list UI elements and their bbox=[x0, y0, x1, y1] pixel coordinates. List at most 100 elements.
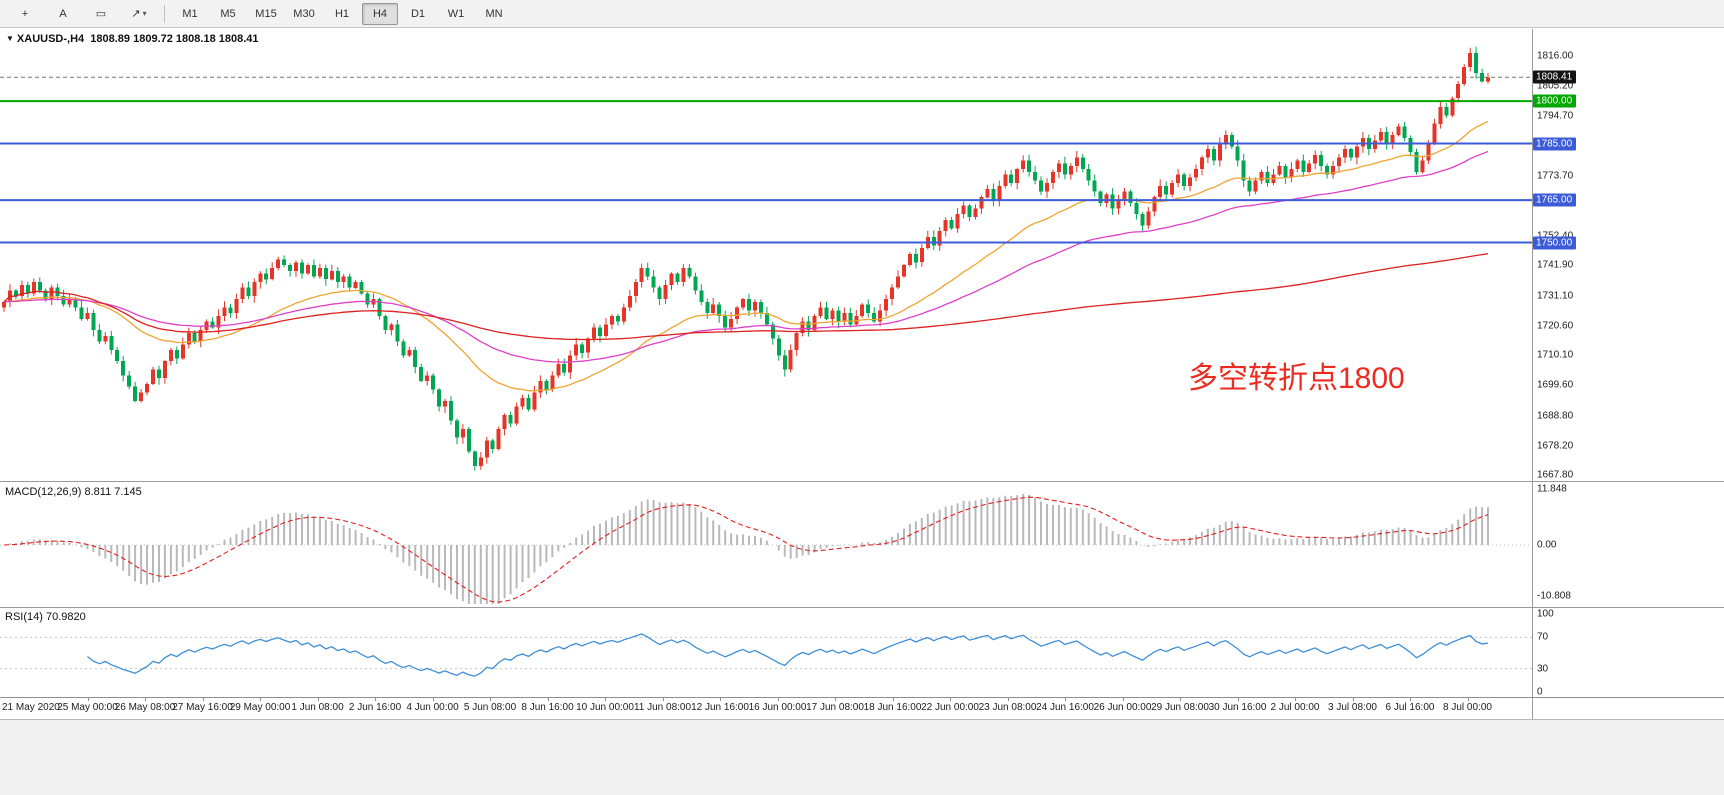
crosshair-tool-button[interactable]: + bbox=[21, 7, 29, 20]
timeframe-button-h1[interactable]: H1 bbox=[334, 7, 350, 20]
timeframe-button-m30[interactable]: M30 bbox=[293, 7, 315, 20]
macd-axis-tick: -10.808 bbox=[1537, 590, 1571, 602]
rsi-axis-tick: 30 bbox=[1537, 663, 1549, 675]
rsi-line bbox=[87, 633, 1489, 677]
arrows-tool-button[interactable]: ↗ ▾ bbox=[131, 8, 147, 20]
pane-separator-rsi[interactable] bbox=[0, 607, 1724, 608]
time-axis-label: 30 Jun 16:00 bbox=[1208, 702, 1267, 713]
text-tool-button[interactable]: A bbox=[59, 7, 67, 20]
chart-annotation[interactable]: 多空转折点1800 bbox=[1188, 362, 1405, 395]
time-axis-tick bbox=[662, 697, 664, 701]
candles-layer bbox=[2, 46, 1490, 471]
time-axis-tick bbox=[202, 697, 204, 701]
time-axis-tick bbox=[432, 697, 434, 701]
price-badge-1800.00: 1800.00 bbox=[1533, 94, 1577, 108]
price-axis-tick: 1794.70 bbox=[1537, 110, 1574, 122]
time-axis-tick bbox=[145, 697, 146, 701]
time-axis-tick bbox=[777, 697, 779, 701]
time-axis-label: 8 Jun 16:00 bbox=[521, 702, 574, 713]
ohlc-values: 1808.89 1809.72 1808.18 1808.41 bbox=[90, 33, 259, 45]
time-axis-label: 21 May 2020 bbox=[2, 702, 60, 713]
time-axis-tick bbox=[605, 697, 606, 701]
label-tool-button[interactable]: ▭ bbox=[95, 8, 107, 20]
time-axis-label: 16 Jun 00:00 bbox=[748, 702, 807, 713]
time-axis-label: 29 May 00:00 bbox=[229, 702, 291, 713]
rsi-axis-tick: 70 bbox=[1537, 631, 1549, 643]
line-studies-toolbar: + A ▭ ↗ ▾ bbox=[6, 3, 158, 25]
time-axis-label: 2 Jul 00:00 bbox=[1270, 702, 1320, 713]
time-axis-label: 10 Jun 00:00 bbox=[576, 702, 634, 713]
macd-axis-tick: 0.00 bbox=[1537, 539, 1557, 551]
rsi-axis-tick: 100 bbox=[1537, 608, 1554, 620]
macd-header: MACD(12,26,9) 8.811 7.145 bbox=[5, 486, 142, 498]
time-axis-label: 11 Jun 08:00 bbox=[633, 702, 692, 713]
time-axis-label: 2 Jun 16:00 bbox=[348, 702, 402, 713]
price-badge-1765.00: 1765.00 bbox=[1533, 193, 1577, 207]
time-axis-label: 3 Jul 08:00 bbox=[1328, 702, 1377, 713]
time-axis-label: 23 Jun 08:00 bbox=[978, 702, 1037, 713]
macd-signal-line bbox=[3, 496, 1489, 603]
time-axis-tick bbox=[1180, 697, 1181, 701]
macd-histogram bbox=[9, 493, 1489, 604]
price-axis-tick: 1805.20 bbox=[1537, 80, 1574, 92]
time-axis-tick bbox=[892, 697, 894, 701]
time-axis-label: 24 Jun 16:00 bbox=[1036, 702, 1094, 713]
timeframe-button-d1[interactable]: D1 bbox=[410, 7, 426, 20]
time-axis-tick bbox=[1237, 697, 1239, 701]
time-axis-tick bbox=[87, 697, 89, 701]
time-axis-tick bbox=[1352, 697, 1354, 701]
timeframe-button-h4[interactable]: H4 bbox=[362, 2, 398, 25]
price-axis-tick: 1678.20 bbox=[1537, 440, 1574, 451]
rsi-header: RSI(14) 70.9820 bbox=[5, 611, 86, 623]
ma-slow-line bbox=[3, 253, 1489, 341]
toolbar-separator bbox=[164, 4, 165, 23]
pane-separator-macd[interactable] bbox=[0, 481, 1724, 482]
price-axis-tick: 1752.40 bbox=[1537, 230, 1573, 241]
price-axis-tick: 1731.10 bbox=[1537, 290, 1574, 302]
time-axis-tick bbox=[835, 697, 836, 701]
price-axis-tick: 1710.10 bbox=[1537, 349, 1574, 361]
time-axis-label: 29 Jun 08:00 bbox=[1151, 702, 1209, 713]
rsi-value: 70.9820 bbox=[45, 611, 86, 623]
time-axis-label: 17 Jun 08:00 bbox=[806, 702, 864, 713]
time-axis-label: 25 May 00:00 bbox=[57, 702, 118, 713]
time-axis-separator bbox=[0, 697, 1724, 698]
macd-values: 8.811 7.145 bbox=[84, 486, 142, 498]
timeframe-button-m5[interactable]: M5 bbox=[220, 7, 236, 20]
price-axis-tick: 1667.80 bbox=[1537, 469, 1574, 481]
window-bottom-area bbox=[0, 719, 1724, 795]
symbol-ohlc-header: ▼ XAUUSD-,H4 1808.89 1809.72 1808.18 1808… bbox=[6, 33, 259, 45]
time-axis-label: 26 May 08:00 bbox=[114, 702, 176, 713]
ma-fast-line bbox=[3, 120, 1489, 392]
toolbar: + A ▭ ↗ ▾ M1 M5 M15 M30 H1 H4 D1 W1 MN bbox=[0, 0, 1724, 28]
time-axis-tick bbox=[1122, 697, 1124, 701]
price-axis-tick: 1720.60 bbox=[1537, 320, 1574, 332]
time-axis-tick bbox=[1467, 697, 1469, 701]
price-axis-tick: 1773.70 bbox=[1537, 170, 1574, 181]
time-axis-tick bbox=[1007, 697, 1009, 701]
chevron-down-icon: ▾ bbox=[142, 9, 147, 18]
price-badge-1785.00: 1785.00 bbox=[1533, 137, 1577, 150]
time-axis-label: 1 Jun 08:00 bbox=[291, 702, 344, 713]
price-axis-tick: 1688.80 bbox=[1537, 410, 1574, 421]
timeframe-button-w1[interactable]: W1 bbox=[447, 7, 465, 20]
timeframe-button-m15[interactable]: M15 bbox=[255, 7, 277, 20]
time-axis-tick bbox=[490, 697, 491, 701]
timeframe-button-m1[interactable]: M1 bbox=[182, 7, 198, 20]
price-axis-tick: 1816.00 bbox=[1537, 50, 1574, 62]
ma-mid-line bbox=[3, 150, 1489, 363]
time-axis-label: 22 Jun 00:00 bbox=[921, 702, 979, 713]
time-axis-tick bbox=[260, 697, 261, 701]
price-axis-tick: 1741.90 bbox=[1537, 259, 1574, 271]
timeframe-toolbar: M1 M5 M15 M30 H1 H4 D1 W1 MN bbox=[171, 2, 513, 25]
time-axis-label: 5 Jun 08:00 bbox=[463, 702, 517, 713]
timeframe-button-mn[interactable]: MN bbox=[485, 7, 503, 20]
time-axis-label: 4 Jun 00:00 bbox=[406, 702, 459, 713]
current-price-badge: 1808.41 bbox=[1533, 70, 1577, 84]
time-axis-tick bbox=[950, 697, 951, 701]
time-axis-tick bbox=[317, 697, 319, 701]
rsi-axis-tick: 0 bbox=[1537, 686, 1543, 698]
symbol-dropdown-icon[interactable]: ▼ bbox=[6, 34, 14, 43]
